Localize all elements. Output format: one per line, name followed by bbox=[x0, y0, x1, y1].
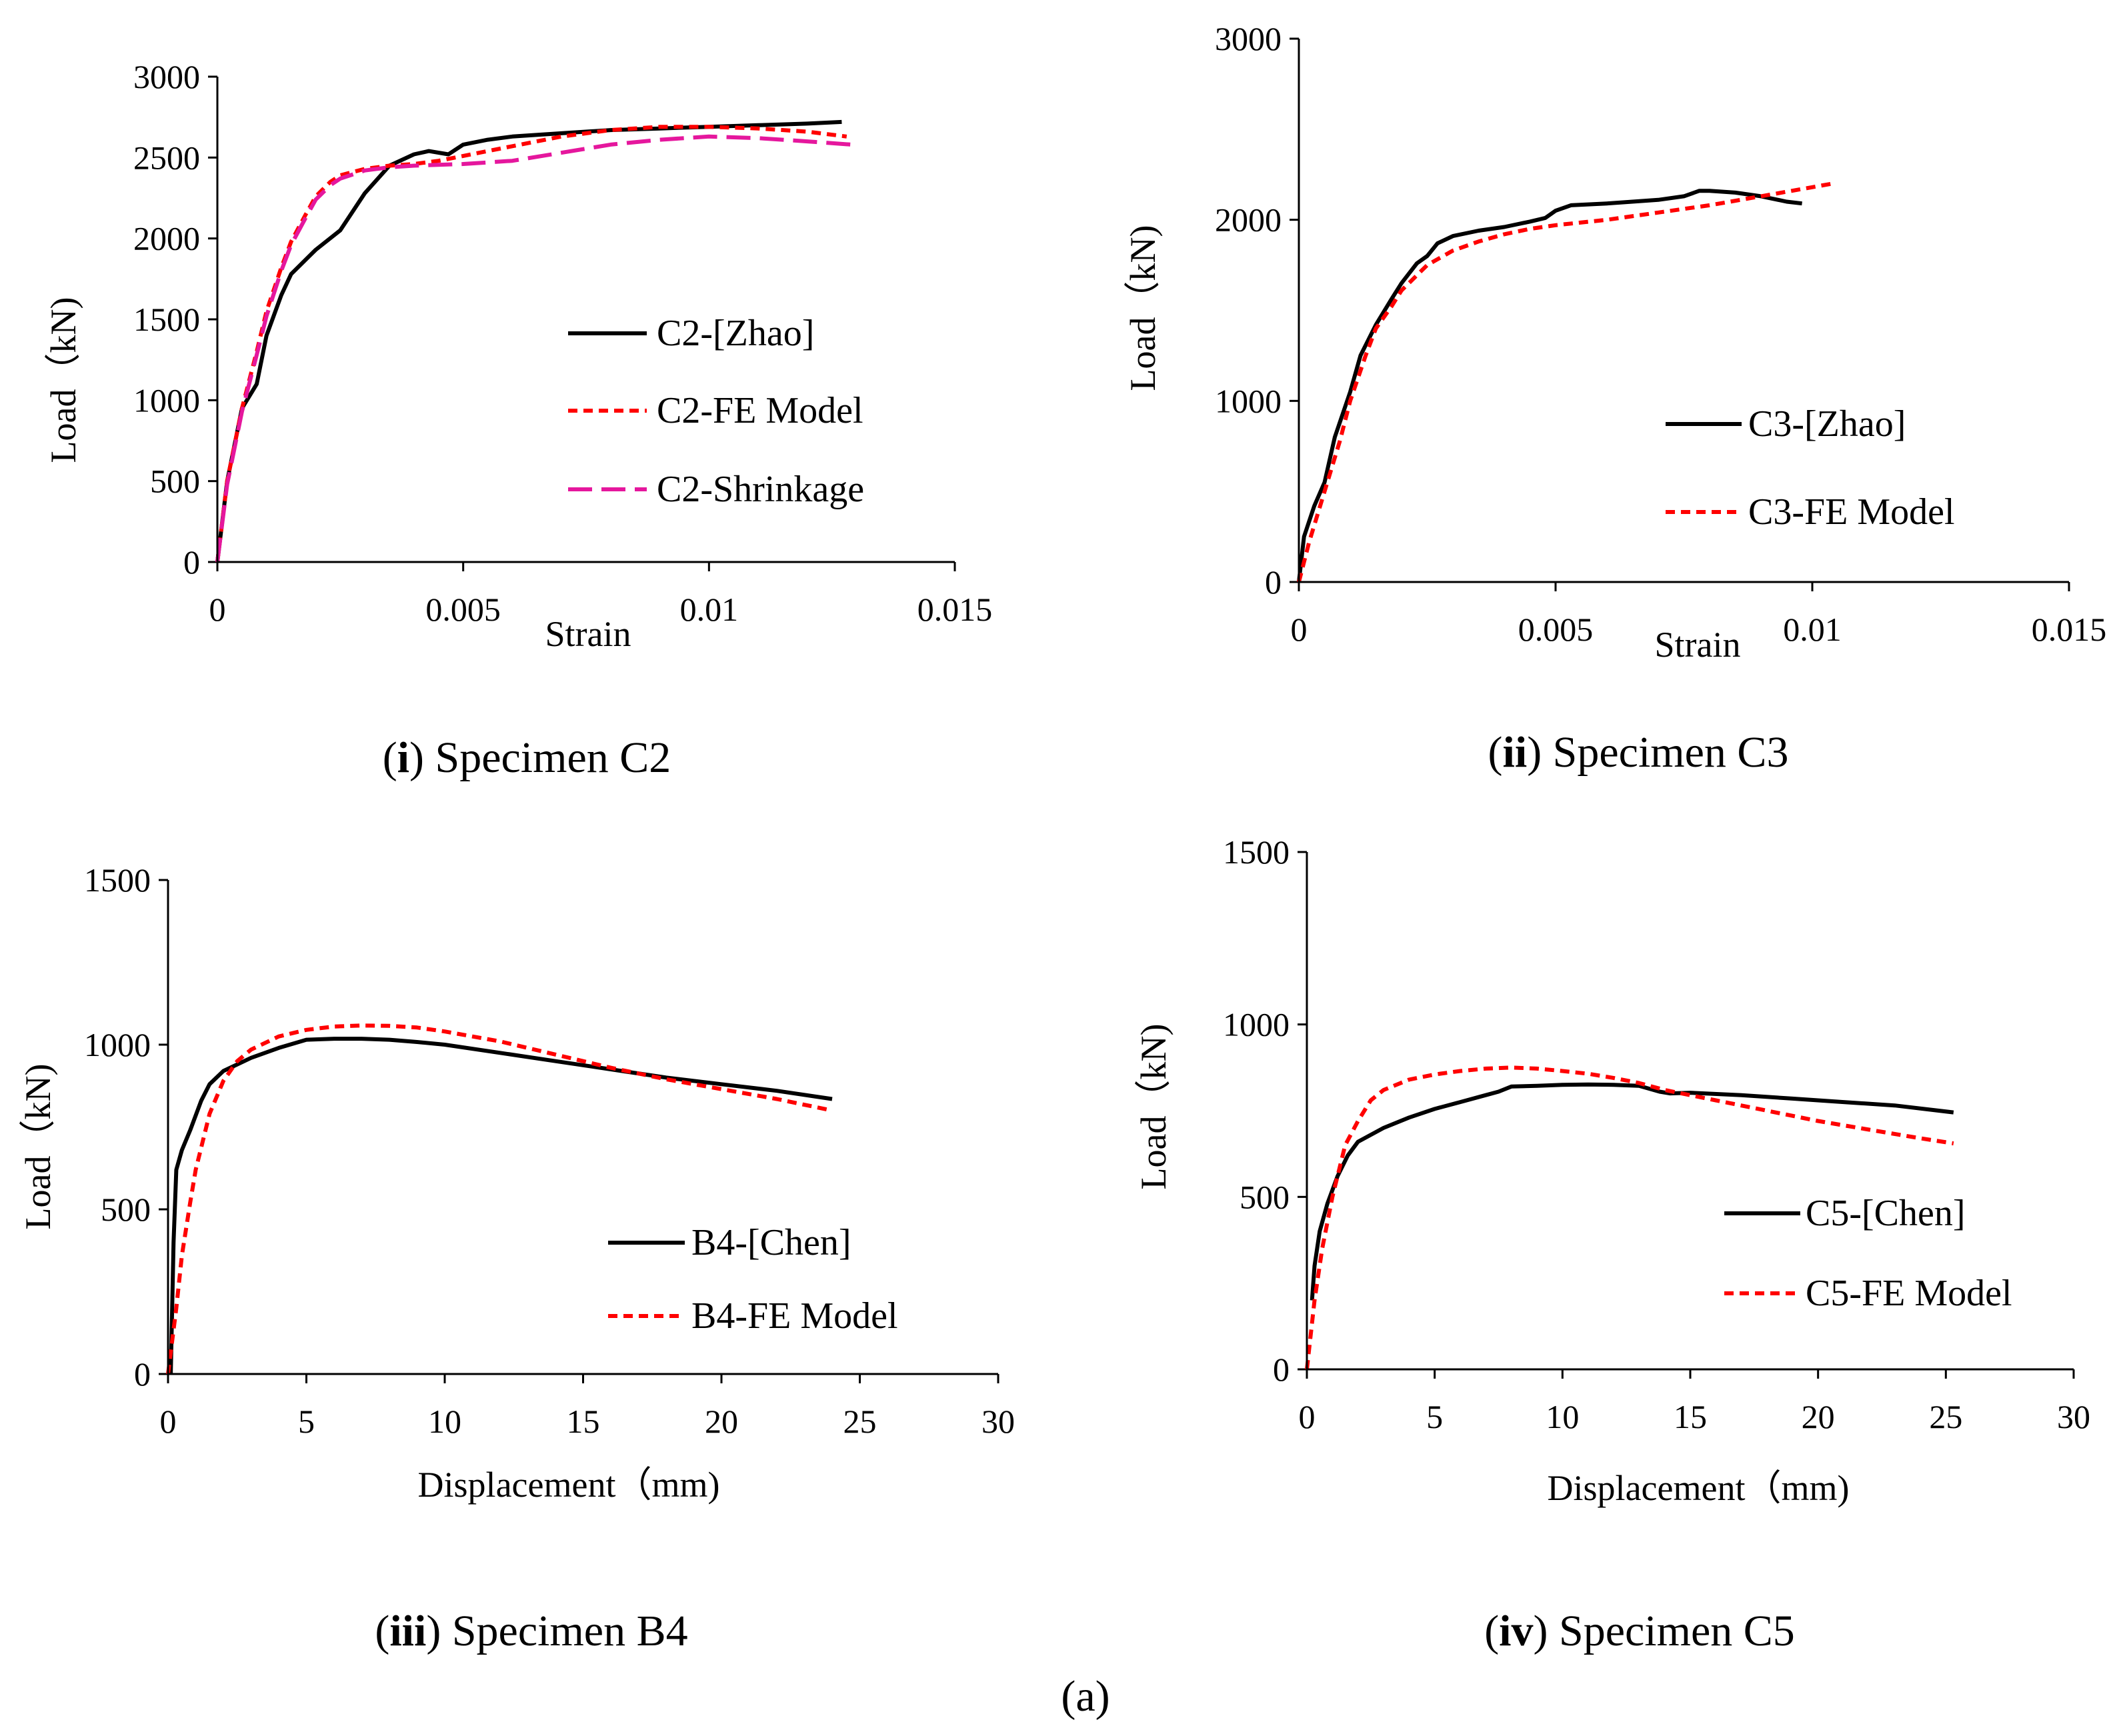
chart-panel-c2: 0 500 1000 1500 2000 2500 3000 0 0.005 0.01 0.015… bbox=[43, 58, 992, 782]
caption-num: i bbox=[397, 733, 409, 782]
y-tick-label: 1000 bbox=[84, 1026, 151, 1063]
legend-label-fe: B4-FE Model bbox=[691, 1295, 898, 1337]
legend-label-fe: C2-FE Model bbox=[657, 390, 863, 431]
y-tick-label: 2000 bbox=[133, 220, 200, 257]
chart-panel-b4: 0 500 1000 1500 0 5 10 15 20 25 30 Load（kN) Displ… bbox=[18, 861, 1015, 1655]
x-tick-label: 15 bbox=[1674, 1398, 1707, 1435]
y-tick-label: 0 bbox=[183, 543, 200, 581]
series-line-b4-fe-model bbox=[166, 1023, 833, 1375]
x-tick-label: 25 bbox=[1929, 1398, 1962, 1435]
legend: C2-[Zhao] C2-FE Model C2-Shrinkage bbox=[568, 313, 864, 510]
x-tick-label: 30 bbox=[981, 1403, 1015, 1440]
series-line-c3-zhao bbox=[1297, 189, 1802, 583]
x-tick-label: 0.01 bbox=[1783, 611, 1842, 648]
legend: C3-[Zhao] C3-FE Model bbox=[1666, 403, 1955, 533]
y-tick-label: 3000 bbox=[1215, 20, 1282, 57]
y-tick-label: 3000 bbox=[133, 58, 200, 95]
x-tick-label: 10 bbox=[1546, 1398, 1579, 1435]
legend-label-shrinkage: C2-Shrinkage bbox=[657, 469, 864, 510]
x-ticks: 0 5 10 15 20 25 30 bbox=[160, 1374, 1015, 1440]
x-tick-label: 25 bbox=[843, 1403, 877, 1440]
series-lines bbox=[166, 1023, 833, 1375]
x-tick-label: 20 bbox=[1802, 1398, 1835, 1435]
x-tick-label: 0 bbox=[160, 1403, 177, 1440]
y-tick-label: 1000 bbox=[1223, 1006, 1290, 1043]
x-tick-label: 0.015 bbox=[2032, 611, 2107, 648]
caption-num: ii bbox=[1503, 728, 1528, 777]
x-tick-label: 0.015 bbox=[917, 591, 993, 628]
y-tick-label: 1500 bbox=[133, 301, 200, 338]
x-tick-label: 20 bbox=[705, 1403, 738, 1440]
x-tick-label: 30 bbox=[2057, 1398, 2090, 1435]
x-tick-label: 0 bbox=[1299, 1398, 1316, 1435]
caption-c2: (i) Specimen C2 bbox=[383, 733, 671, 782]
y-tick-label: 1000 bbox=[133, 381, 200, 419]
x-axis-label: Strain bbox=[1655, 625, 1741, 665]
chart-panel-c3: 0 1000 2000 3000 0 0.005 0.01 0.015 Load（kN) S… bbox=[1123, 20, 2106, 777]
caption-text: Specimen C2 bbox=[435, 733, 671, 782]
y-ticks: 0 500 1000 1500 bbox=[1223, 833, 1307, 1388]
y-tick-label: 2500 bbox=[133, 139, 200, 176]
series-lines bbox=[1305, 1065, 1954, 1370]
x-tick-label: 15 bbox=[567, 1403, 600, 1440]
x-axis-label: Strain bbox=[545, 614, 631, 654]
legend-label-chen: B4-[Chen] bbox=[691, 1222, 851, 1263]
x-tick-label: 5 bbox=[1426, 1398, 1443, 1435]
y-axis-label: Load（kN) bbox=[1123, 225, 1163, 391]
y-ticks: 0 500 1000 1500 bbox=[84, 861, 168, 1393]
x-axis-label: Displacement（mm) bbox=[418, 1465, 720, 1505]
y-tick-label: 0 bbox=[1273, 1351, 1290, 1388]
y-tick-label: 500 bbox=[101, 1191, 151, 1228]
legend-label-zhao: C3-[Zhao] bbox=[1748, 403, 1906, 445]
legend-label-chen: C5-[Chen] bbox=[1806, 1193, 1966, 1234]
x-tick-label: 0 bbox=[209, 591, 226, 628]
figure-label: (a) bbox=[1061, 1672, 1110, 1721]
y-tick-label: 0 bbox=[1265, 563, 1282, 601]
caption-num: iv bbox=[1499, 1607, 1533, 1655]
y-axis-label: Load（kN) bbox=[43, 297, 83, 463]
y-ticks: 0 1000 2000 3000 bbox=[1215, 20, 1299, 601]
x-ticks: 0 0.005 0.01 0.015 bbox=[209, 562, 993, 628]
x-tick-label: 10 bbox=[428, 1403, 461, 1440]
caption-text: Specimen B4 bbox=[452, 1607, 688, 1655]
caption-b4: (iii) Specimen B4 bbox=[375, 1607, 687, 1655]
caption-text: Specimen C3 bbox=[1553, 728, 1789, 777]
x-ticks: 0 5 10 15 20 25 30 bbox=[1299, 1369, 2090, 1435]
x-ticks: 0 0.005 0.01 0.015 bbox=[1291, 582, 2107, 648]
series-line-c3-fe-model bbox=[1297, 181, 1834, 583]
y-tick-label: 500 bbox=[1240, 1178, 1290, 1215]
chart-panel-c5: 0 500 1000 1500 0 5 10 15 20 25 30 Load（kN) Displ… bbox=[1134, 833, 2090, 1655]
caption-text: Specimen C5 bbox=[1559, 1607, 1795, 1655]
legend-label-fe: C5-FE Model bbox=[1806, 1273, 2012, 1314]
y-axis-label: Load（kN) bbox=[18, 1064, 58, 1230]
y-tick-label: 1000 bbox=[1215, 382, 1282, 419]
caption-c5: (iv) Specimen C5 bbox=[1484, 1607, 1795, 1655]
y-ticks: 0 500 1000 1500 2000 2500 3000 bbox=[133, 58, 217, 581]
caption-num: iii bbox=[389, 1607, 426, 1655]
x-tick-label: 0 bbox=[1291, 611, 1308, 648]
series-lines bbox=[215, 119, 852, 563]
x-tick-label: 5 bbox=[298, 1403, 315, 1440]
series-line-c2-shrinkage bbox=[215, 134, 852, 563]
y-tick-label: 500 bbox=[150, 463, 200, 500]
legend-label-fe: C3-FE Model bbox=[1748, 491, 1955, 533]
x-tick-label: 0.005 bbox=[1518, 611, 1594, 648]
y-tick-label: 1500 bbox=[84, 861, 151, 899]
legend: C5-[Chen] C5-FE Model bbox=[1724, 1193, 2012, 1314]
x-axis-label: Displacement（mm) bbox=[1548, 1468, 1850, 1508]
y-axis-label: Load（kN) bbox=[1134, 1024, 1174, 1190]
y-tick-label: 1500 bbox=[1223, 833, 1290, 871]
x-tick-label: 0.005 bbox=[425, 591, 501, 628]
series-lines bbox=[1297, 181, 1834, 583]
x-tick-label: 0.01 bbox=[680, 591, 739, 628]
legend-label-zhao: C2-[Zhao] bbox=[657, 313, 814, 354]
caption-c3: (ii) Specimen C3 bbox=[1488, 728, 1789, 777]
y-tick-label: 0 bbox=[134, 1355, 151, 1393]
legend: B4-[Chen] B4-FE Model bbox=[608, 1222, 898, 1337]
y-tick-label: 2000 bbox=[1215, 201, 1282, 239]
